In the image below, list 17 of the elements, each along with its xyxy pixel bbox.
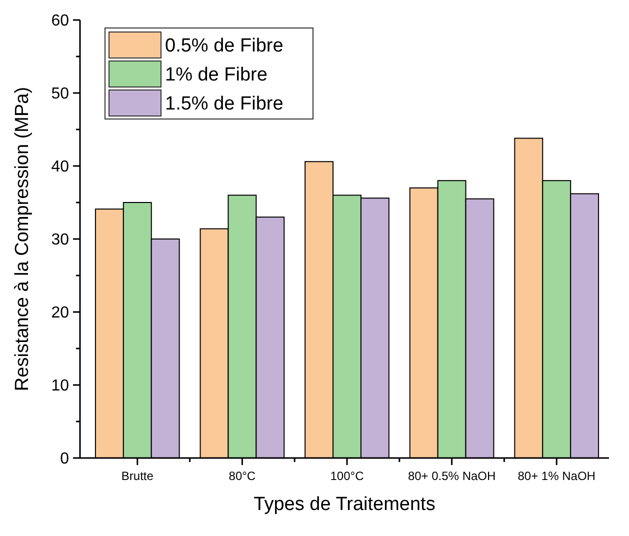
y-axis-title: Resistance à la Compression (MPa) (12, 86, 33, 392)
x-tick-label: Brutte (121, 469, 154, 483)
legend-label: 0.5% de Fibre (165, 36, 284, 57)
y-tick-label: 20 (51, 304, 70, 322)
y-tick-label: 0 (60, 450, 70, 468)
x-tick-label: 80+ 0.5% NaOH (408, 469, 496, 483)
y-tick-label: 60 (51, 12, 70, 30)
legend-label: 1.5% de Fibre (165, 94, 284, 115)
y-tick-label: 30 (51, 232, 70, 249)
x-axis-title: Types de Traitements (254, 494, 436, 515)
y-tick-label: 10 (51, 378, 70, 395)
x-tick-label: 80°C (228, 469, 256, 483)
y-tick-label: 40 (51, 158, 70, 176)
x-tick-label: 80+ 1% NaOH (518, 469, 596, 483)
legend-label: 1% de Fibre (165, 64, 268, 86)
x-tick-label: 100°C (330, 469, 364, 483)
y-tick-label: 50 (51, 86, 70, 103)
